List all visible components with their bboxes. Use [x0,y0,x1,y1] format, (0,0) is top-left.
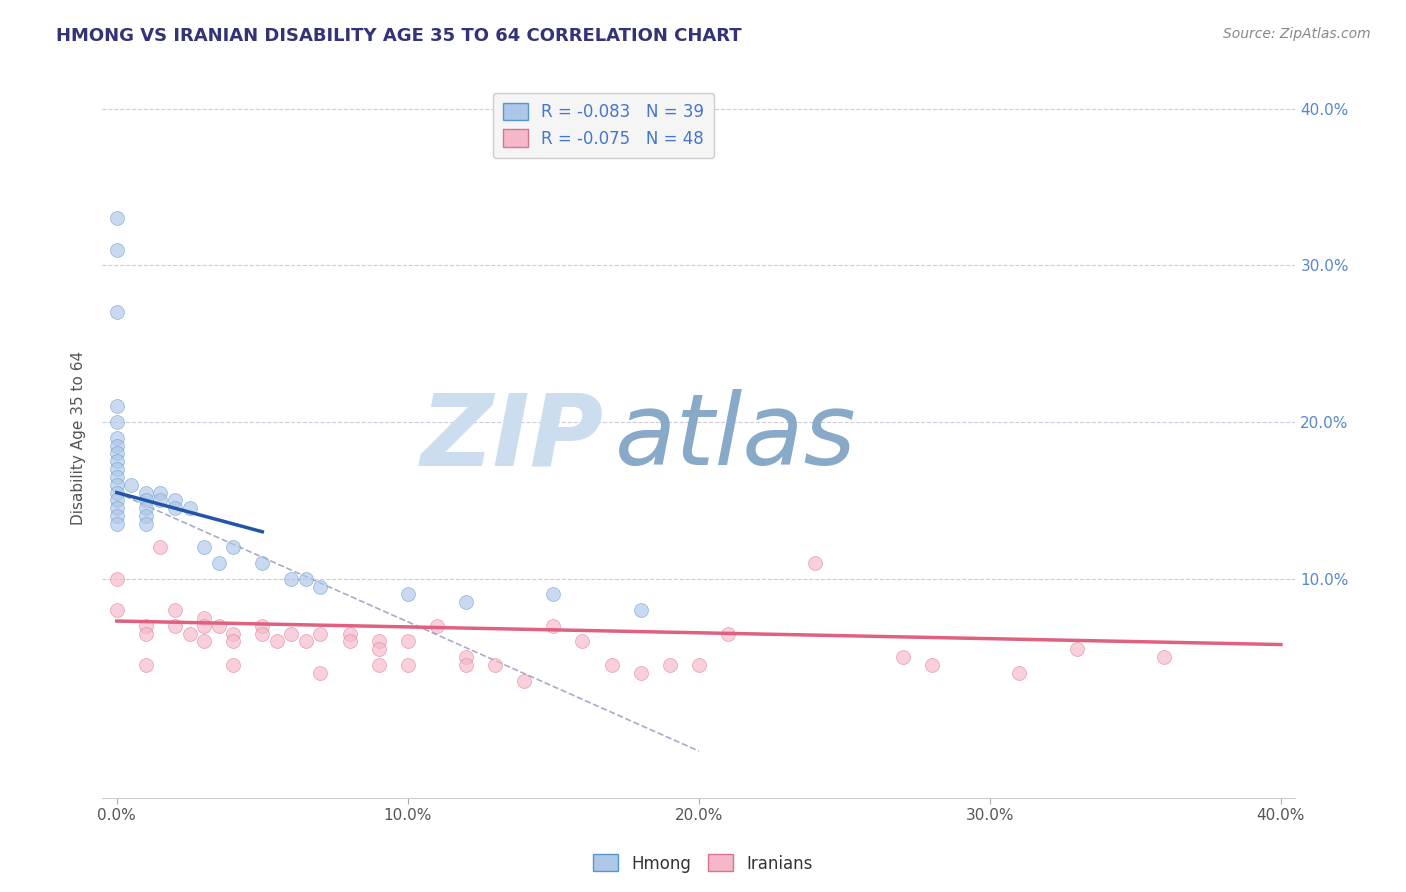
Point [163,603,186,617]
Point [688,657,710,672]
Point [339,626,361,640]
Point [105,516,128,531]
Point [149,485,172,500]
Point [105,485,128,500]
Point [193,619,215,633]
Point [454,657,477,672]
Point [135,619,157,633]
Point [396,587,419,601]
Text: Source: ZipAtlas.com: Source: ZipAtlas.com [1223,27,1371,41]
Point [543,587,565,601]
Point [207,619,229,633]
Point [367,634,389,648]
Point [193,634,215,648]
Point [105,501,128,516]
Point [454,650,477,665]
Point [135,626,157,640]
Point [396,634,419,648]
Point [295,634,318,648]
Point [179,501,201,516]
Point [222,626,245,640]
Point [658,657,681,672]
Point [717,626,740,640]
Point [266,634,288,648]
Point [484,657,506,672]
Text: atlas: atlas [616,389,856,486]
Point [207,556,229,570]
Point [105,400,128,414]
Point [222,541,245,555]
Point [252,626,274,640]
Point [105,439,128,453]
Point [135,509,157,524]
Point [120,477,142,491]
Point [135,485,157,500]
Point [163,493,186,508]
Point [367,657,389,672]
Legend: R = -0.083   N = 39, R = -0.075   N = 48: R = -0.083 N = 39, R = -0.075 N = 48 [492,93,714,158]
Point [280,626,302,640]
Point [280,572,302,586]
Point [105,211,128,226]
Point [105,493,128,508]
Point [309,626,332,640]
Point [222,634,245,648]
Point [105,462,128,476]
Point [105,603,128,617]
Point [179,626,201,640]
Point [163,619,186,633]
Point [105,470,128,484]
Point [149,541,172,555]
Point [105,454,128,468]
Point [135,501,157,516]
Point [426,619,449,633]
Point [252,556,274,570]
Text: ZIP: ZIP [420,389,603,486]
Legend: Hmong, Iranians: Hmong, Iranians [586,847,820,880]
Point [1153,650,1175,665]
Point [600,657,623,672]
Point [135,493,157,508]
Point [630,603,652,617]
Point [543,619,565,633]
Point [1066,642,1088,657]
Point [105,415,128,429]
Point [309,580,332,594]
Point [105,477,128,491]
Point [396,657,419,672]
Point [1008,665,1031,680]
Point [163,501,186,516]
Point [222,657,245,672]
Point [804,556,827,570]
Point [454,595,477,609]
Point [252,619,274,633]
Point [339,634,361,648]
Point [105,431,128,445]
Point [630,665,652,680]
Point [105,446,128,460]
Point [891,650,914,665]
Point [105,243,128,257]
Point [309,665,332,680]
Point [105,305,128,319]
Text: HMONG VS IRANIAN DISABILITY AGE 35 TO 64 CORRELATION CHART: HMONG VS IRANIAN DISABILITY AGE 35 TO 64… [56,27,742,45]
Point [295,572,318,586]
Point [513,673,536,688]
Point [193,611,215,625]
Point [921,657,943,672]
Point [193,541,215,555]
Point [135,657,157,672]
Point [367,642,389,657]
Point [571,634,593,648]
Point [105,572,128,586]
Point [149,493,172,508]
Y-axis label: Disability Age 35 to 64: Disability Age 35 to 64 [72,351,86,524]
Point [105,509,128,524]
Point [135,516,157,531]
